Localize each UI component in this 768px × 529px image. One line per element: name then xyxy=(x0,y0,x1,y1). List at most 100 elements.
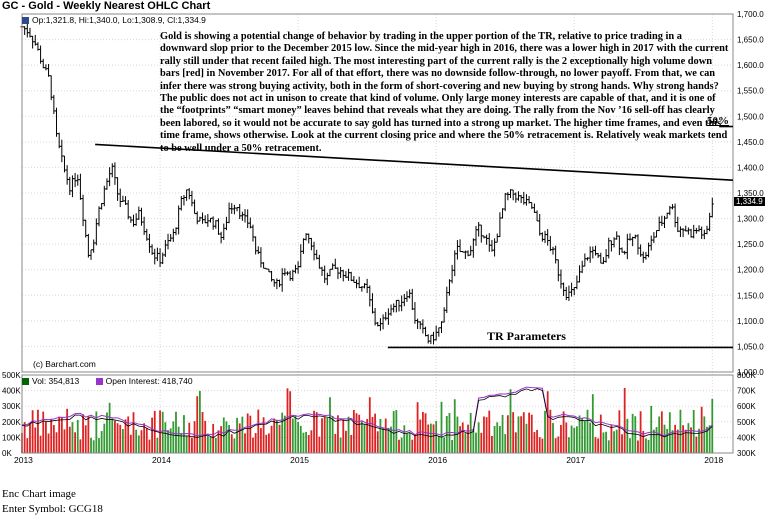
volume-bar xyxy=(76,419,79,453)
volume-bar xyxy=(573,427,576,453)
volume-bar xyxy=(31,410,34,453)
volume-bar xyxy=(618,410,621,453)
volume-bar xyxy=(360,420,363,453)
volume-bar xyxy=(169,428,172,453)
volume-bar xyxy=(241,416,244,453)
volume-bar xyxy=(538,437,541,453)
year-label: 2014 xyxy=(152,455,171,465)
volume-bar xyxy=(679,409,682,453)
volume-bar xyxy=(578,415,581,453)
volume-bar xyxy=(650,405,653,453)
volume-bar xyxy=(390,426,392,453)
oi-tick-label: 500K xyxy=(737,418,756,427)
volume-bar xyxy=(82,414,84,453)
oi-tick-label: 600K xyxy=(737,402,756,411)
volume-bar xyxy=(501,414,504,453)
volume-bar xyxy=(512,412,515,453)
volume-bar xyxy=(692,409,695,453)
price-tick-label: 1,200.0 xyxy=(737,266,764,275)
volume-bar xyxy=(671,430,674,453)
volume-bar xyxy=(233,438,236,453)
open-interest-line-black xyxy=(21,388,713,439)
volume-bar xyxy=(260,428,262,453)
volume-bar xyxy=(204,420,207,453)
label-tr-parameters: TR Parameters xyxy=(487,329,566,343)
volume-bar xyxy=(129,434,132,453)
volume-bar xyxy=(124,419,127,453)
price-tick-label: 1,300.0 xyxy=(737,215,764,224)
volume-bar xyxy=(480,432,483,453)
volume-bar xyxy=(371,416,374,453)
volume-bar xyxy=(629,438,631,453)
volume-bar xyxy=(376,431,379,453)
volume-bar xyxy=(135,429,138,453)
volume-readout: Vol: 354,813 Open Interest: 418,740 xyxy=(22,376,193,386)
volume-bar xyxy=(281,412,284,453)
volume-bar xyxy=(400,437,403,453)
volume-bar xyxy=(682,425,684,453)
volume-bar xyxy=(475,432,477,453)
volume-bar xyxy=(307,435,310,453)
volume-bar xyxy=(536,429,538,453)
volume-bar xyxy=(175,411,177,453)
volume-bar xyxy=(230,434,233,453)
volume-tick-label: 500K xyxy=(2,371,21,380)
last-price-label: 1,334.9 xyxy=(734,197,765,206)
volume-bar xyxy=(435,420,438,453)
volume-bar xyxy=(42,411,45,453)
price-tick-label: 1,700.0 xyxy=(737,10,764,19)
price-tick-label: 1,600.0 xyxy=(737,61,764,70)
volume-bar xyxy=(634,416,637,453)
volume-bar xyxy=(217,430,220,453)
volume-bar xyxy=(406,433,408,453)
volume-bar xyxy=(79,439,82,453)
volume-bar xyxy=(87,415,90,453)
volume-bar xyxy=(116,423,119,453)
volume-bar xyxy=(607,440,610,453)
volume-bar xyxy=(684,429,687,453)
volume-bar xyxy=(132,412,135,453)
volume-bar xyxy=(506,415,509,453)
year-label: 2018 xyxy=(704,455,723,465)
volume-bar xyxy=(533,432,536,453)
volume-bar xyxy=(440,401,443,453)
volume-bar xyxy=(297,421,300,453)
volume-bar xyxy=(313,410,315,453)
volume-bar xyxy=(262,417,265,453)
volume-bar xyxy=(106,412,108,453)
volume-bar xyxy=(329,397,331,453)
volume-bar xyxy=(238,423,241,453)
volume-bar xyxy=(114,420,116,453)
volume-bar xyxy=(459,426,461,453)
volume-bar xyxy=(315,412,318,453)
volume-bar xyxy=(528,412,530,453)
volume-bar xyxy=(278,424,281,453)
oi-tick-label: 400K xyxy=(737,433,756,442)
price-tick-label: 1,500.0 xyxy=(737,112,764,121)
volume-bar xyxy=(674,424,677,453)
volume-bar xyxy=(461,422,464,453)
volume-bar xyxy=(666,428,669,453)
volume-bar xyxy=(220,426,223,453)
volume-bar xyxy=(84,425,87,453)
volume-bar xyxy=(464,433,467,453)
volume-bar xyxy=(530,414,533,453)
volume-bar xyxy=(477,422,480,453)
volume-bar xyxy=(252,437,254,453)
volume-bar xyxy=(552,423,554,453)
volume-bar xyxy=(687,423,690,453)
volume-bar xyxy=(544,410,546,453)
volume-bar xyxy=(419,419,422,453)
volume-bar xyxy=(509,389,512,453)
volume-bar xyxy=(403,425,406,453)
volume-bar xyxy=(249,415,252,453)
footer-line-1: Enc Chart image xyxy=(2,488,76,500)
price-tick-label: 1,150.0 xyxy=(737,291,764,300)
volume-bar xyxy=(339,437,342,453)
volume-bar xyxy=(416,402,419,453)
volume-bar xyxy=(161,411,164,453)
price-panel-frame xyxy=(21,13,734,373)
volume-bar xyxy=(127,416,130,453)
volume-bar xyxy=(568,437,570,453)
volume-bar xyxy=(557,436,560,453)
